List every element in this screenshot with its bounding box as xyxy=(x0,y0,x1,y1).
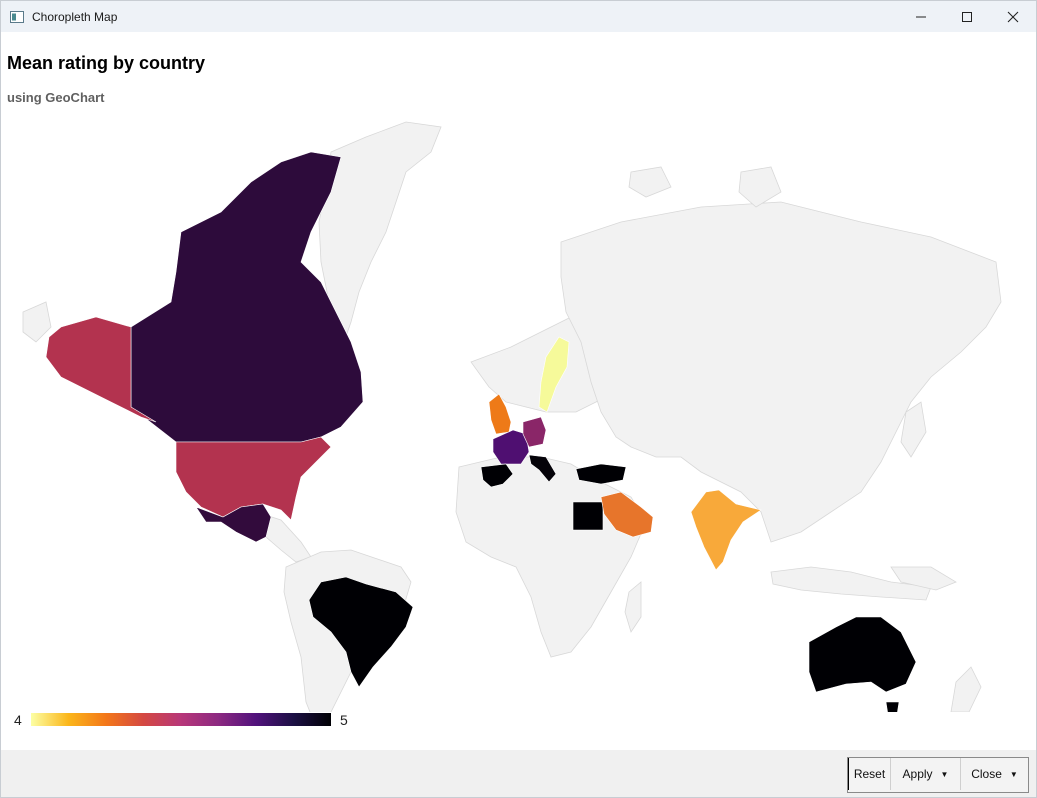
chart-subtitle: using GeoChart xyxy=(7,90,105,105)
app-icon xyxy=(10,10,24,23)
bottom-toolbar: Reset Apply ▼ Close ▼ xyxy=(1,750,1036,797)
region-usa xyxy=(175,436,332,521)
land-africa xyxy=(455,456,647,658)
chart-area: Mean rating by country using GeoChart xyxy=(1,32,1036,750)
region-france xyxy=(492,429,530,465)
minimize-icon xyxy=(916,16,926,17)
chevron-down-icon[interactable]: ▼ xyxy=(940,769,949,779)
region-saudi xyxy=(600,491,654,538)
region-australia xyxy=(808,616,917,693)
land-new-zealand xyxy=(950,666,982,712)
action-buttons: Reset Apply ▼ Close ▼ xyxy=(847,757,1029,793)
land-siberia-tip xyxy=(22,301,52,343)
close-icon xyxy=(1007,11,1019,22)
region-tasmania xyxy=(885,701,900,712)
close-button[interactable] xyxy=(990,1,1036,32)
region-alaska xyxy=(45,316,157,423)
region-germany xyxy=(522,416,547,448)
title-bar[interactable]: Choropleth Map xyxy=(1,1,1036,32)
land-indonesia xyxy=(770,566,932,601)
world-map[interactable] xyxy=(1,112,1036,712)
minimize-button[interactable] xyxy=(898,1,944,32)
legend-max-label: 5 xyxy=(340,712,348,728)
region-canada xyxy=(130,151,364,443)
region-egypt xyxy=(572,501,604,531)
maximize-icon xyxy=(962,11,972,22)
region-india xyxy=(690,489,762,571)
apply-button[interactable]: Apply ▼ xyxy=(890,758,960,790)
close-button-label: Close xyxy=(971,767,1002,781)
region-turkey xyxy=(575,463,627,485)
legend-min-label: 4 xyxy=(14,712,22,728)
chart-title: Mean rating by country xyxy=(7,53,206,73)
land-greenland xyxy=(318,121,442,343)
land-madagascar xyxy=(624,581,642,633)
chevron-down-icon[interactable]: ▼ xyxy=(1009,769,1018,779)
land-japan xyxy=(900,401,927,458)
maximize-button[interactable] xyxy=(944,1,990,32)
window-controls xyxy=(898,1,1036,32)
region-spain xyxy=(480,463,514,488)
land-asia xyxy=(560,201,1002,543)
legend-gradient-bar xyxy=(31,713,331,726)
region-brazil xyxy=(308,576,414,688)
window-title: Choropleth Map xyxy=(32,9,118,24)
land-novaya-zemlya xyxy=(738,166,782,208)
close-dialog-button[interactable]: Close ▼ xyxy=(960,758,1028,790)
apply-button-label: Apply xyxy=(902,767,933,781)
reset-button-label: Reset xyxy=(853,767,886,781)
land-new-guinea xyxy=(890,566,957,591)
land-svalbard xyxy=(628,166,672,198)
region-italy xyxy=(528,454,557,483)
data-regions xyxy=(45,151,917,712)
reset-button[interactable]: Reset xyxy=(848,758,890,790)
region-sweden xyxy=(538,336,570,413)
region-mexico xyxy=(195,503,272,543)
region-uk xyxy=(488,393,512,435)
